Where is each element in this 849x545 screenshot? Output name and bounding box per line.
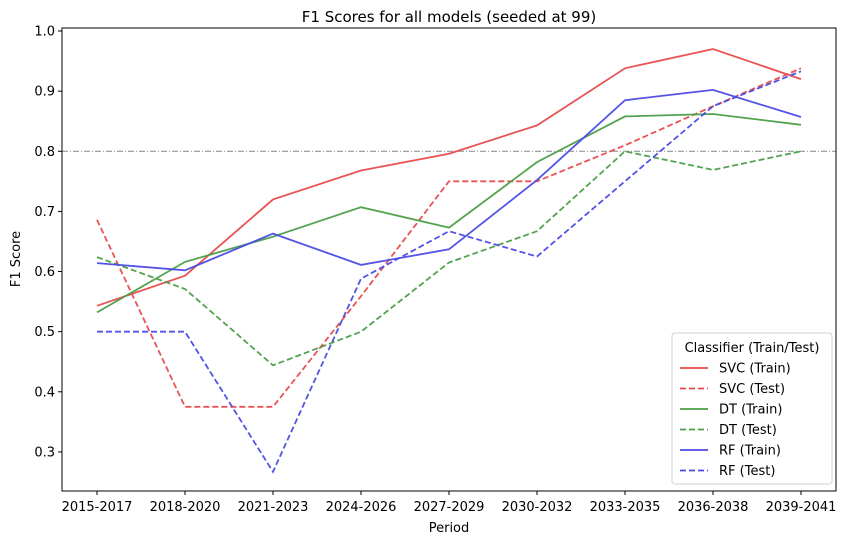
x-tick-label: 2018-2020 <box>150 500 221 515</box>
x-tick-label: 2036-2038 <box>678 500 749 515</box>
y-axis-title: F1 Score <box>9 231 24 287</box>
legend-label: SVC (Train) <box>719 362 791 377</box>
y-tick-label: 0.6 <box>34 265 55 280</box>
series-line-svc-train <box>96 48 802 307</box>
legend-label: RF (Train) <box>719 444 781 459</box>
chart-title: F1 Scores for all models (seeded at 99) <box>302 8 596 26</box>
series-line-dt-test <box>96 150 802 367</box>
legend-label: RF (Test) <box>719 464 775 479</box>
legend: Classifier (Train/Test) SVC (Train) SVC (… <box>671 332 833 485</box>
y-tick-label: 0.4 <box>34 385 55 400</box>
y-tick-label: 0.7 <box>34 205 55 220</box>
series-line-dt-train <box>96 113 802 314</box>
series-line-svc-test <box>96 67 802 408</box>
series-line-rf-test <box>97 70 802 474</box>
y-tick-label: 0.5 <box>34 325 55 340</box>
y-tick-label: 0.9 <box>34 85 55 100</box>
x-tick-label: 2015-2017 <box>62 500 133 515</box>
y-tick-label: 1.0 <box>34 25 55 40</box>
x-axis-title: Period <box>429 521 470 536</box>
y-tick-label: 0.3 <box>34 445 55 460</box>
series-line-rf-train <box>96 88 802 272</box>
legend-label: DT (Train) <box>719 403 782 418</box>
legend-label: SVC (Test) <box>719 382 785 397</box>
x-tick-label: 2027-2029 <box>414 500 485 515</box>
legend-label: DT (Test) <box>719 423 777 438</box>
x-tick-label: 2033-2035 <box>590 500 661 515</box>
y-tick-label: 0.8 <box>34 145 55 160</box>
x-tick-label: 2030-2032 <box>502 500 573 515</box>
legend-title: Classifier (Train/Test) <box>685 341 820 356</box>
x-tick-label: 2024-2026 <box>326 500 397 515</box>
x-tick-label: 2021-2023 <box>238 500 309 515</box>
x-tick-label: 2039-2041 <box>766 500 837 515</box>
legend-box <box>671 332 833 485</box>
